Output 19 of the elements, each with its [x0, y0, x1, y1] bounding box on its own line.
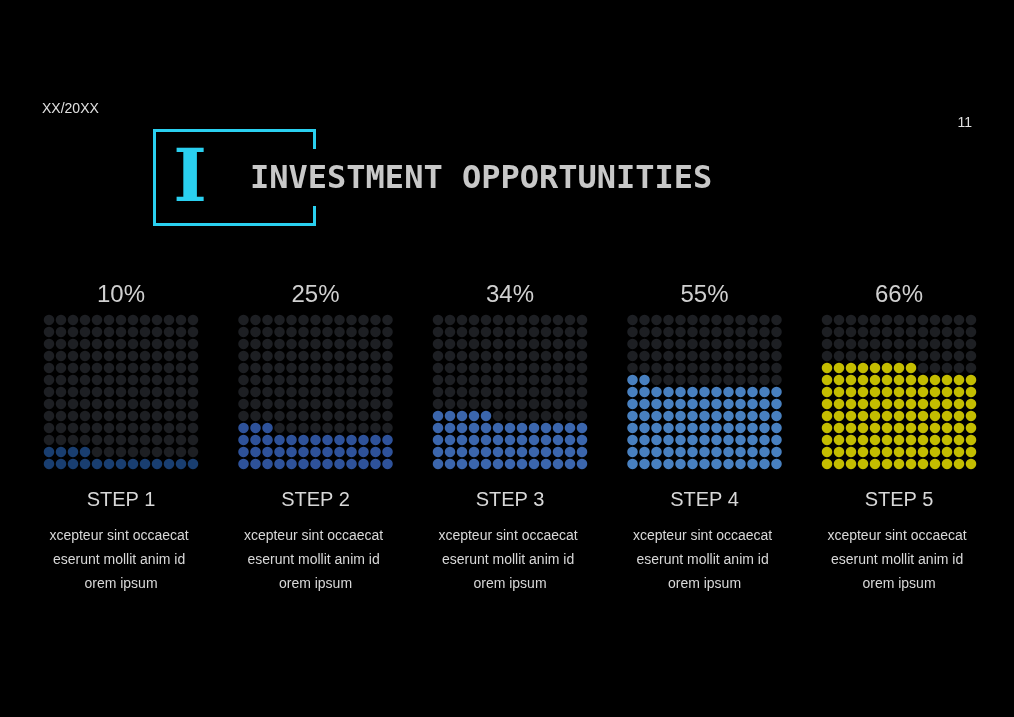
- category-label: STEP 2: [281, 488, 350, 510]
- text: 11: [957, 114, 973, 130]
- category-label: STEP 1: [86, 488, 156, 510]
- text: xcepteur sint occaecat eserunt mollit anim id orem ipsum: [243, 527, 388, 591]
- text: xcepteur sint occaecat eserunt mollit anim id orem ipsum: [438, 527, 582, 591]
- data-label: 34%: [485, 279, 535, 307]
- text: I: [172, 133, 208, 218]
- data-label: 66%: [874, 279, 924, 307]
- category-label: STEP 3: [475, 488, 545, 510]
- data-label: 25%: [291, 279, 340, 307]
- category-label: STEP 4: [670, 488, 739, 510]
- category-label: STEP 5: [864, 488, 934, 510]
- text: INVESTMENT OPPORTUNITIES: [250, 158, 713, 196]
- data-label: 10%: [96, 279, 146, 307]
- text: XX/20XX: [42, 100, 100, 116]
- text: xcepteur sint occaecat eserunt mollit anim id orem ipsum: [49, 527, 193, 591]
- text: xcepteur sint occaecat eserunt mollit anim id orem ipsum: [632, 527, 777, 591]
- text: xcepteur sint occaecat eserunt mollit anim id orem ipsum: [827, 527, 971, 591]
- data-label: 55%: [680, 279, 729, 307]
